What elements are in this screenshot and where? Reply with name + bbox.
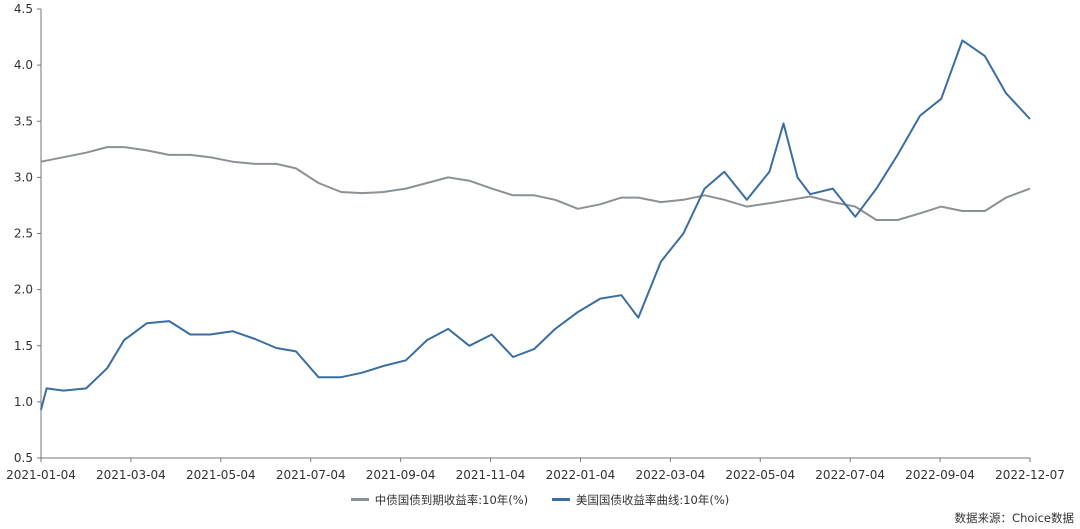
x-axis-ticks: 2021-01-04 2021-03-04 2021-05-04 2021-07-04… <box>6 458 1065 482</box>
x-tick-label: 2021-11-04 <box>456 468 526 482</box>
x-tick-label: 2022-05-04 <box>725 468 795 482</box>
x-tick-label: 2021-01-04 <box>6 468 76 482</box>
line-chart: 0.51.01.52.02.53.03.54.04.5 2021-01-04 20… <box>6 2 1065 482</box>
y-tick-label: 4.0 <box>14 58 33 72</box>
y-tick-label: 1.5 <box>14 339 33 353</box>
x-tick-label: 2022-09-04 <box>905 468 975 482</box>
legend-label-us-bond: 美国国债收益率曲线:10年(%) <box>575 492 730 507</box>
legend-swatch-us-bond <box>551 498 570 501</box>
x-tick-label: 2022-07-04 <box>815 468 885 482</box>
series-lines <box>40 39 1031 410</box>
legend-item-cn-bond: 中债国债到期收益率:10年(%) <box>350 492 529 508</box>
y-tick-label: 4.5 <box>14 2 33 16</box>
y-tick-label: 0.5 <box>14 451 33 465</box>
y-axis-ticks: 0.5 1.0 1.5 2.0 2.5 3.0 3.5 4.0 4.5 <box>14 2 41 465</box>
x-tick-label: 2022-12-07 <box>995 468 1065 482</box>
x-tick-label: 2022-01-04 <box>546 468 616 482</box>
y-tick-label: 3.0 <box>14 170 33 184</box>
x-tick-label: 2021-03-04 <box>96 468 166 482</box>
x-tick-label: 2021-09-04 <box>366 468 436 482</box>
series-line-us-bond-10y <box>40 39 1031 410</box>
chart-legend: 中债国债到期收益率:10年(%) 美国国债收益率曲线:10年(%) <box>0 490 1080 508</box>
y-tick-label: 3.5 <box>14 114 33 128</box>
series-line-cn-bond-10y <box>40 146 1031 221</box>
x-tick-label: 2021-07-04 <box>276 468 346 482</box>
legend-label-cn-bond: 中债国债到期收益率:10年(%) <box>374 492 529 507</box>
legend-swatch-cn-bond <box>350 498 369 501</box>
y-tick-label: 2.5 <box>14 227 33 241</box>
y-tick-label: 2.0 <box>14 283 33 297</box>
data-source-note: 数据来源：Choice数据 <box>954 511 1074 525</box>
legend-item-us-bond: 美国国债收益率曲线:10年(%) <box>551 492 730 508</box>
x-tick-label: 2021-05-04 <box>186 468 256 482</box>
chart-axes <box>40 9 1030 459</box>
y-tick-label: 1.0 <box>14 395 33 409</box>
x-tick-label: 2022-03-04 <box>635 468 705 482</box>
